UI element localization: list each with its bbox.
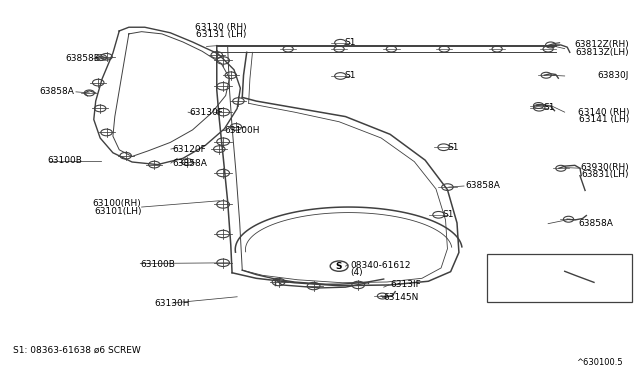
Text: 63930(RH): 63930(RH): [580, 163, 629, 172]
Text: S1: S1: [442, 210, 454, 219]
Text: 63145N: 63145N: [384, 293, 419, 302]
Text: 63140 (RH): 63140 (RH): [577, 108, 629, 117]
Text: 63141M(LH): 63141M(LH): [505, 275, 560, 283]
Text: 63130F: 63130F: [189, 108, 223, 117]
Text: 63130 (RH): 63130 (RH): [195, 23, 247, 32]
Text: 63831(LH): 63831(LH): [582, 170, 629, 179]
Text: 63141 (LH): 63141 (LH): [579, 115, 629, 124]
Text: ^630100.5: ^630100.5: [576, 358, 623, 367]
Text: S1: S1: [543, 103, 554, 112]
Text: S1: S1: [344, 71, 356, 80]
Text: 63100H: 63100H: [225, 126, 260, 135]
Text: 63100B: 63100B: [140, 260, 175, 269]
Text: 63101(LH): 63101(LH): [94, 206, 141, 216]
Text: 63130H: 63130H: [154, 299, 190, 308]
Text: 63813Z(LH): 63813Z(LH): [575, 48, 629, 57]
Text: 63858A: 63858A: [465, 182, 500, 190]
Bar: [487, 254, 632, 302]
Text: 63812Z(RH): 63812Z(RH): [574, 41, 629, 49]
Text: (4): (4): [351, 268, 364, 277]
Text: S1: S1: [344, 38, 356, 47]
Text: 08340-61612: 08340-61612: [351, 260, 411, 269]
Text: 63140M(RH): 63140M(RH): [505, 267, 561, 276]
Text: 63830J: 63830J: [598, 71, 629, 80]
Text: S1: 08363-61638 ø6 SCREW: S1: 08363-61638 ø6 SCREW: [13, 346, 141, 355]
Text: S: S: [336, 262, 342, 270]
Text: 63131 (LH): 63131 (LH): [196, 30, 246, 39]
Text: 63100B: 63100B: [47, 156, 82, 166]
Text: 63858A: 63858A: [172, 159, 207, 169]
Text: 63858E: 63858E: [66, 54, 100, 63]
Text: FROM JULY.'81: FROM JULY.'81: [497, 287, 559, 296]
Text: 63858A: 63858A: [40, 87, 75, 96]
Text: 63120F: 63120F: [172, 145, 206, 154]
Text: 63100(RH): 63100(RH): [93, 199, 141, 208]
Text: 6313IF: 6313IF: [390, 280, 421, 289]
Text: 63858A: 63858A: [579, 219, 613, 228]
Text: S1: S1: [447, 143, 459, 152]
